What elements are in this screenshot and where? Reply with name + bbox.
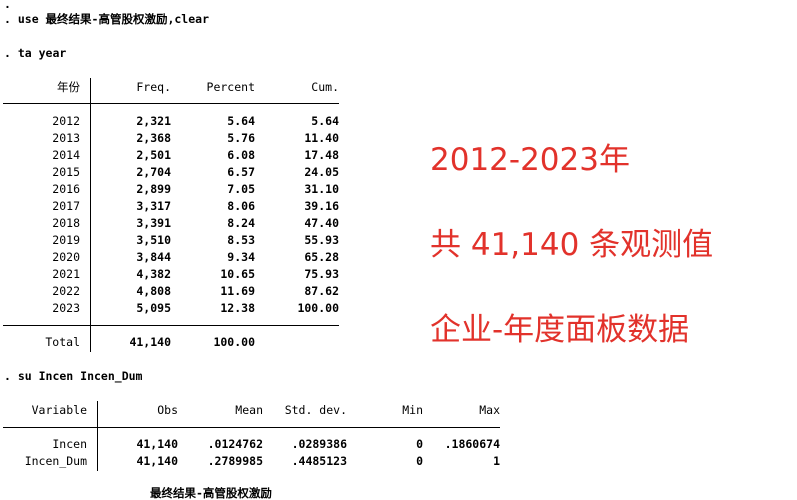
table-cell: 2,899	[136, 182, 171, 196]
row-label: 2022	[52, 284, 80, 298]
table-cell: .1860674	[444, 437, 500, 451]
table-cell: 24.05	[304, 165, 339, 179]
table-cell: 2,368	[136, 131, 171, 145]
column-header: Std. dev.	[284, 403, 347, 417]
table-cell: 3,844	[136, 250, 171, 264]
table-cell: 5.64	[311, 114, 339, 128]
command-tabulate: . ta year	[4, 46, 67, 60]
table-cell: 7.05	[227, 182, 255, 196]
table-cell: 5.76	[227, 131, 255, 145]
table-cell: 65.28	[304, 250, 339, 264]
annotation-panel: 企业-年度面板数据	[430, 312, 690, 348]
table-cell: 8.53	[227, 233, 255, 247]
table-cell: 2,704	[136, 165, 171, 179]
table-cell: 5,095	[136, 301, 171, 315]
table-cell: 75.93	[304, 267, 339, 281]
table-cell: 0	[416, 437, 423, 451]
table-cell: 87.62	[304, 284, 339, 298]
table-cell: 11.40	[304, 131, 339, 145]
command-summarize: . su Incen Incen_Dum	[4, 369, 143, 383]
table-cell: .0124762	[207, 437, 263, 451]
total-divider	[3, 325, 339, 326]
table-cell: 12.38	[220, 301, 255, 315]
column-header: Percent	[206, 80, 255, 94]
table-cell: 0	[416, 454, 423, 468]
table-cell: 9.34	[227, 250, 255, 264]
column-header: Cum.	[311, 80, 339, 94]
column-header: Freq.	[136, 80, 171, 94]
column-header: 年份	[57, 80, 80, 94]
table-cell: 6.08	[227, 148, 255, 162]
column-divider	[97, 401, 98, 471]
table-cell: 47.40	[304, 216, 339, 230]
column-divider	[90, 78, 91, 352]
table-cell: 1	[493, 454, 500, 468]
prompt-dot: .	[4, 0, 11, 11]
row-label: 2021	[52, 267, 80, 281]
table-cell: 39.16	[304, 199, 339, 213]
column-header: Min	[402, 403, 423, 417]
row-label: Total	[45, 335, 80, 349]
table-cell: 11.69	[220, 284, 255, 298]
table-cell: 55.93	[304, 233, 339, 247]
row-label: 2019	[52, 233, 80, 247]
table-cell: 3,391	[136, 216, 171, 230]
truncated-output: 最终结果-高管股权激励	[150, 486, 272, 500]
table-cell: 4,808	[136, 284, 171, 298]
row-label: 2018	[52, 216, 80, 230]
row-label: 2020	[52, 250, 80, 264]
table-cell: 31.10	[304, 182, 339, 196]
table-cell: .2789985	[207, 454, 263, 468]
row-label: 2012	[52, 114, 80, 128]
row-label: 2016	[52, 182, 80, 196]
table-cell: 100.00	[213, 335, 255, 349]
column-header: Mean	[235, 403, 263, 417]
annotation-observations: 共 41,140 条观测值	[430, 227, 714, 263]
row-label: 2013	[52, 131, 80, 145]
table-cell: 3,317	[136, 199, 171, 213]
header-divider	[3, 103, 339, 104]
table-cell: 41,140	[136, 454, 178, 468]
table-cell: 2,501	[136, 148, 171, 162]
table-cell: .0289386	[291, 437, 347, 451]
table-cell: 41,140	[136, 437, 178, 451]
table-cell: .4485123	[291, 454, 347, 468]
table-cell: 10.65	[220, 267, 255, 281]
table-cell: 2,321	[136, 114, 171, 128]
column-header: Max	[479, 403, 500, 417]
row-label: 2017	[52, 199, 80, 213]
table-cell: 41,140	[129, 335, 171, 349]
annotation-years: 2012-2023年	[430, 142, 630, 178]
table-cell: 100.00	[297, 301, 339, 315]
column-header: Variable	[31, 403, 87, 417]
row-label: 2023	[52, 301, 80, 315]
column-header: Obs	[157, 403, 178, 417]
table-cell: 4,382	[136, 267, 171, 281]
command-use: . use 最终结果-高管股权激励,clear	[4, 12, 210, 26]
row-label: 2015	[52, 165, 80, 179]
table-cell: 5.64	[227, 114, 255, 128]
table-cell: 6.57	[227, 165, 255, 179]
row-label: Incen	[52, 437, 87, 451]
table-cell: 3,510	[136, 233, 171, 247]
row-label: Incen_Dum	[24, 454, 87, 468]
table-cell: 17.48	[304, 148, 339, 162]
row-label: 2014	[52, 148, 80, 162]
table-cell: 8.06	[227, 199, 255, 213]
table-cell: 8.24	[227, 216, 255, 230]
header-divider	[3, 427, 500, 428]
